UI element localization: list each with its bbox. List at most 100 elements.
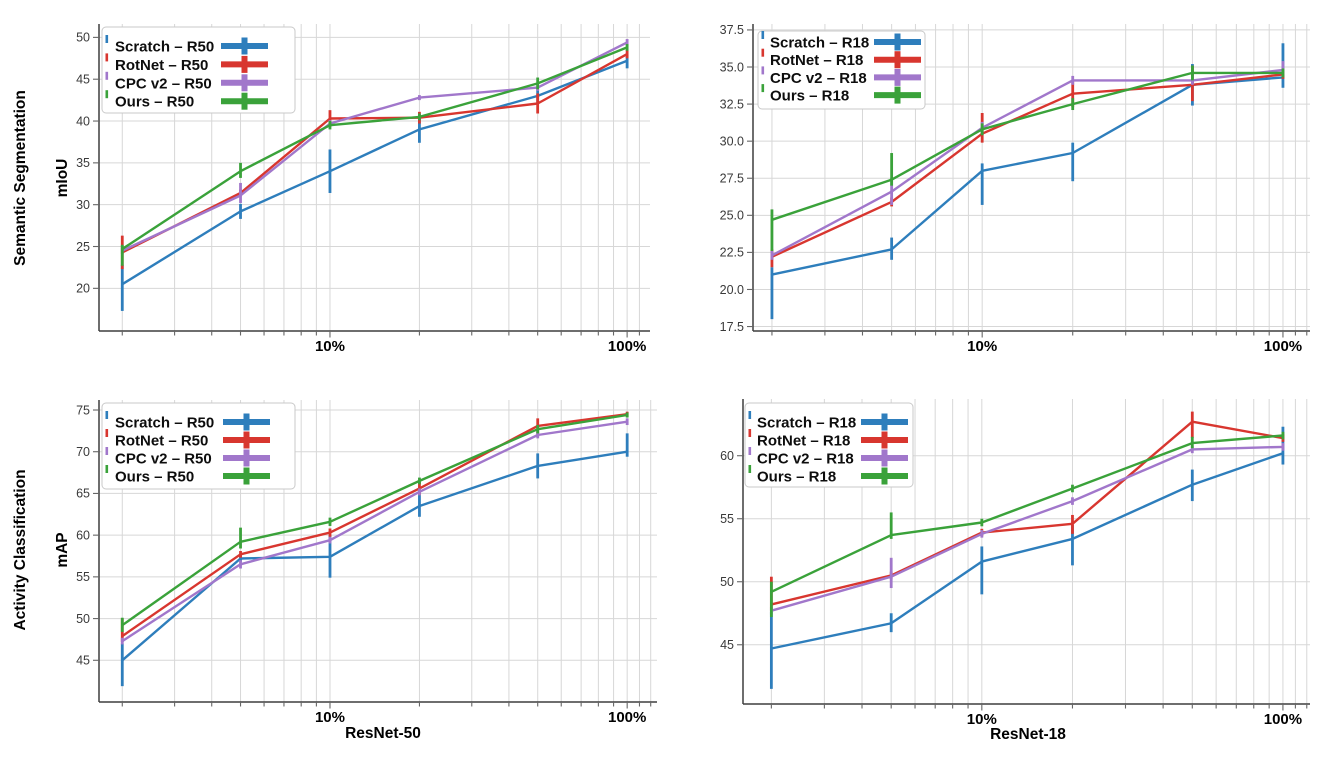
legend-ghost-marker-cpc_v2 (748, 447, 752, 455)
series-line-scratch (121, 59, 629, 286)
legend-ghost-marker-scratch (105, 35, 109, 43)
legend-entry-rotnet: RotNet – R50 (105, 53, 268, 74)
y-tick-label: 75 (76, 403, 90, 417)
axis-ticks (747, 29, 1308, 338)
series-line-ours (121, 413, 629, 627)
y-tick-label: 35 (76, 156, 90, 170)
axis-ticks (93, 36, 640, 338)
legend-ghost-marker-cpc_v2 (105, 447, 109, 455)
y-tick-label: 32.5 (720, 97, 744, 111)
legend-entry-scratch: Scratch – R50 (105, 35, 268, 56)
y-tick-label: 50 (720, 575, 734, 589)
legend-ghost-marker-scratch (761, 31, 765, 39)
y-tick-label: 45 (76, 654, 90, 668)
x-tick-label: 100% (1264, 711, 1302, 728)
legend-entry-ours: Ours – R50 (105, 90, 268, 111)
y-tick-label: 35.0 (720, 60, 744, 74)
legend-entry-cpc_v2: CPC v2 – R50 (105, 447, 270, 468)
legend-entry-rotnet: RotNet – R50 (105, 429, 270, 450)
ylabel-miou: mIoU (54, 158, 71, 198)
y-tick-label: 60 (720, 449, 734, 463)
y-tick-label: 20 (76, 282, 90, 296)
legend-label: Scratch – R50 (115, 39, 214, 56)
chart-act-r50: 45 50 55 60 65 70 75 10% 100% Scratch – R50RotNet… (76, 400, 657, 726)
legend-label: RotNet – R18 (770, 52, 863, 69)
y-tick-label: 17.5 (720, 320, 744, 334)
x-tick-label: 10% (315, 709, 345, 726)
y-tick-label: 50 (76, 612, 90, 626)
legend-box (757, 30, 926, 110)
y-tick-label: 27.5 (720, 172, 744, 186)
series-line-scratch (770, 452, 1285, 650)
x-tick-label: 10% (967, 338, 997, 355)
y-tick-label: 45 (720, 638, 734, 652)
series-line-ours (770, 434, 1285, 593)
x-tick-label: 10% (967, 711, 997, 728)
y-tick-label: 30 (76, 198, 90, 212)
y-tick-label: 65 (76, 487, 90, 501)
axis-ticks (737, 455, 1308, 711)
legend-label: CPC v2 – R50 (115, 451, 212, 468)
xlabel-resnet50: ResNet-50 (345, 725, 421, 742)
legend-ghost-marker-rotnet (761, 48, 765, 57)
grid (743, 399, 1310, 704)
series-line-cpc_v2 (121, 41, 629, 252)
series-line-rotnet (770, 420, 1285, 606)
legend-entry-ours: Ours – R18 (761, 84, 921, 105)
series-line-rotnet (121, 52, 629, 254)
x-tick-label: 100% (1264, 338, 1302, 355)
legend-label: Scratch – R18 (757, 415, 856, 432)
legend-label: Ours – R18 (770, 88, 849, 105)
x-tick-label: 10% (315, 338, 345, 355)
legend-ghost-marker-ours (105, 465, 109, 473)
y-tick-label: 25.0 (720, 209, 744, 223)
y-tick-label: 70 (76, 445, 90, 459)
series-line-cpc_v2 (770, 445, 1285, 612)
legend-ghost-marker-ours (105, 90, 109, 99)
series-line-rotnet (121, 413, 629, 638)
legend-entry-rotnet: RotNet – R18 (748, 429, 908, 450)
legend-entry-scratch: Scratch – R50 (105, 411, 270, 432)
legend-label: RotNet – R18 (757, 433, 850, 450)
legend-label: Ours – R50 (115, 94, 194, 111)
y-tick-label: 37.5 (720, 23, 744, 37)
series-line-rotnet (770, 73, 1285, 258)
legend-ghost-marker-rotnet (105, 53, 109, 62)
legend-entry-ours: Ours – R50 (105, 465, 270, 486)
legend-ghost-marker-rotnet (105, 429, 109, 437)
legend-label: Scratch – R18 (770, 35, 869, 52)
chart-semseg-r50: 20 25 30 35 40 45 50 10% 100% Scratch – R50RotNet… (76, 24, 650, 355)
series-line-cpc_v2 (770, 68, 1285, 257)
legend-ghost-marker-scratch (748, 411, 752, 419)
ylabel-map: mAP (54, 532, 71, 568)
legend-label: Scratch – R50 (115, 415, 214, 432)
y-tick-label: 30.0 (720, 134, 744, 148)
legend-label: Ours – R50 (115, 469, 194, 486)
xlabel-resnet18: ResNet-18 (990, 726, 1066, 743)
legend-entry-cpc_v2: CPC v2 – R18 (761, 66, 921, 87)
legend-entry-cpc_v2: CPC v2 – R18 (748, 447, 908, 468)
y-tick-label: 50 (76, 31, 90, 45)
legend-ghost-marker-ours (748, 465, 752, 473)
series-line-cpc_v2 (121, 420, 629, 643)
legend-entry-scratch: Scratch – R18 (748, 411, 908, 432)
legend-label: CPC v2 – R18 (770, 70, 867, 87)
legend-label: Ours – R18 (757, 469, 836, 486)
legend-ghost-marker-cpc_v2 (105, 71, 109, 80)
row-label-semantic-segmentation: Semantic Segmentation (12, 90, 29, 266)
y-tick-label: 45 (76, 73, 90, 87)
axis-ticks (93, 409, 652, 709)
legend-label: CPC v2 – R18 (757, 451, 854, 468)
y-tick-label: 55 (720, 512, 734, 526)
legend-entry-scratch: Scratch – R18 (761, 31, 921, 52)
legend-label: CPC v2 – R50 (115, 75, 212, 92)
legend-label: RotNet – R50 (115, 433, 208, 450)
x-tick-label: 100% (608, 338, 646, 355)
legend-entry-rotnet: RotNet – R18 (761, 48, 921, 69)
